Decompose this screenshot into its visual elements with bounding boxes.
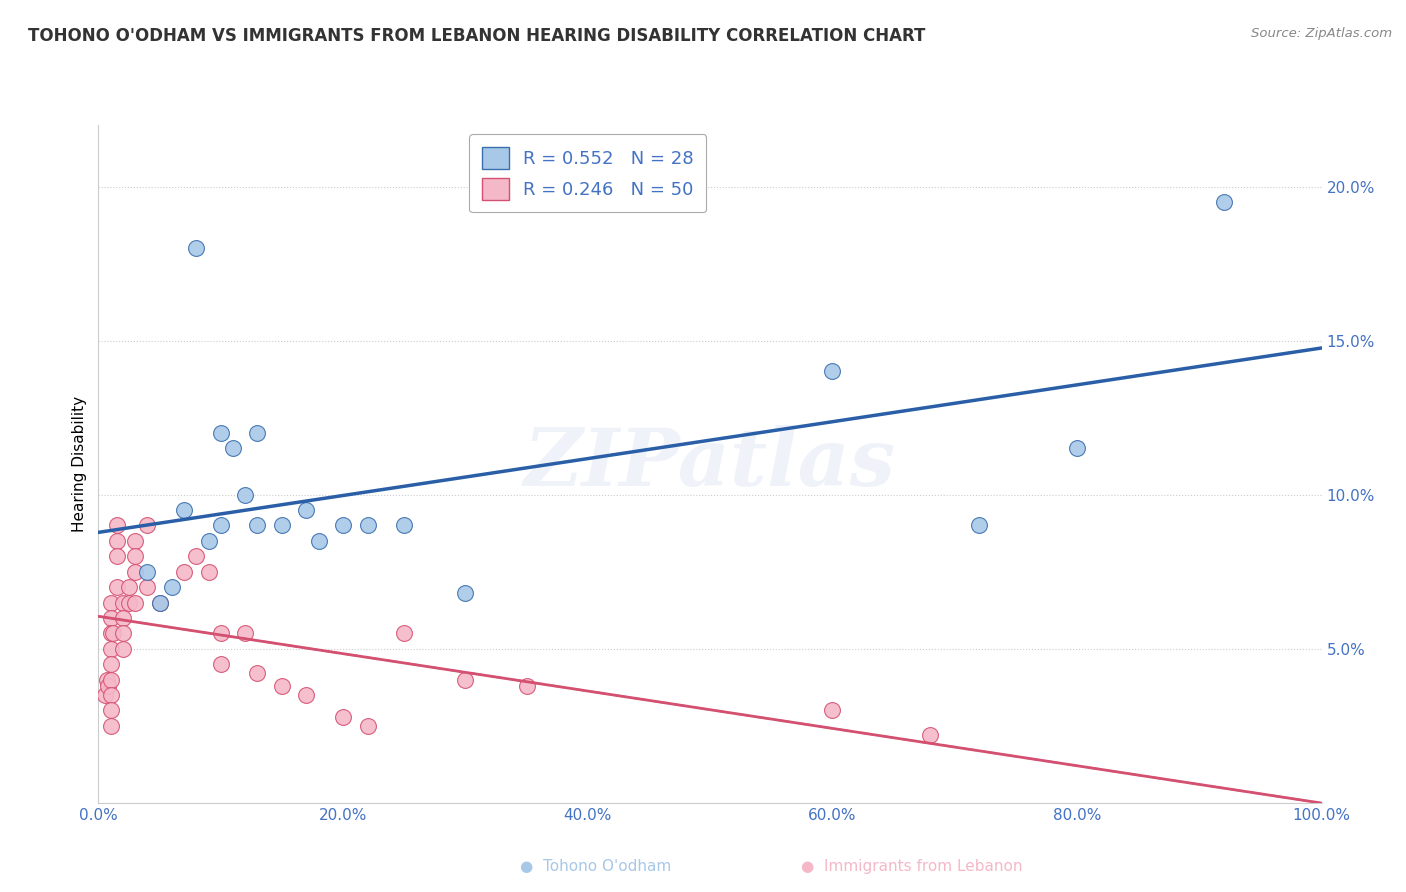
Point: [967, 518, 990, 533]
Point: [920, 728, 942, 742]
Point: [124, 595, 146, 609]
Point: [186, 549, 208, 564]
Point: [105, 549, 128, 564]
Point: [246, 425, 269, 440]
Point: [100, 719, 122, 733]
Point: [100, 703, 122, 717]
Point: [308, 533, 330, 548]
Point: [100, 688, 122, 702]
Point: [93, 688, 115, 702]
Point: [392, 518, 416, 533]
Point: [209, 518, 232, 533]
Point: [118, 595, 141, 609]
Point: [149, 595, 172, 609]
Point: [124, 549, 146, 564]
Text: ●  Tohono O'odham: ● Tohono O'odham: [520, 859, 672, 874]
Point: [100, 673, 122, 687]
Point: [105, 533, 128, 548]
Point: [356, 719, 378, 733]
Point: [233, 488, 256, 502]
Point: [1066, 442, 1088, 456]
Point: [246, 666, 269, 681]
Point: [1212, 194, 1234, 209]
Point: [332, 518, 354, 533]
Point: [515, 679, 537, 693]
Point: [246, 518, 269, 533]
Point: [100, 595, 122, 609]
Point: [222, 442, 245, 456]
Text: ●  Immigrants from Lebanon: ● Immigrants from Lebanon: [801, 859, 1024, 874]
Point: [124, 565, 146, 579]
Point: [356, 518, 378, 533]
Point: [821, 703, 844, 717]
Point: [454, 673, 477, 687]
Point: [332, 709, 354, 723]
Y-axis label: Hearing Disability: Hearing Disability: [72, 396, 87, 532]
Point: [197, 565, 219, 579]
Point: [821, 364, 844, 378]
Point: [209, 425, 232, 440]
Point: [111, 626, 134, 640]
Point: [111, 611, 134, 625]
Point: [186, 241, 208, 255]
Point: [149, 595, 172, 609]
Point: [454, 586, 477, 600]
Point: [197, 533, 219, 548]
Point: [118, 580, 141, 594]
Point: [136, 565, 159, 579]
Point: [160, 580, 183, 594]
Point: [100, 611, 122, 625]
Point: [111, 641, 134, 656]
Point: [124, 533, 146, 548]
Point: [209, 657, 232, 672]
Point: [295, 688, 318, 702]
Point: [173, 565, 195, 579]
Point: [270, 518, 294, 533]
Point: [233, 626, 256, 640]
Point: [97, 679, 120, 693]
Text: TOHONO O'ODHAM VS IMMIGRANTS FROM LEBANON HEARING DISABILITY CORRELATION CHART: TOHONO O'ODHAM VS IMMIGRANTS FROM LEBANO…: [28, 27, 925, 45]
Point: [392, 626, 416, 640]
Point: [136, 580, 159, 594]
Point: [105, 518, 128, 533]
Point: [100, 626, 122, 640]
Point: [96, 673, 118, 687]
Point: [136, 518, 159, 533]
Point: [100, 641, 122, 656]
Point: [173, 503, 195, 517]
Point: [101, 626, 124, 640]
Point: [209, 626, 232, 640]
Text: Source: ZipAtlas.com: Source: ZipAtlas.com: [1251, 27, 1392, 40]
Point: [100, 657, 122, 672]
Point: [270, 679, 294, 693]
Point: [111, 595, 134, 609]
Legend: R = 0.552   N = 28, R = 0.246   N = 50: R = 0.552 N = 28, R = 0.246 N = 50: [470, 134, 706, 212]
Point: [105, 580, 128, 594]
Text: ZIPatlas: ZIPatlas: [524, 425, 896, 502]
Point: [295, 503, 318, 517]
